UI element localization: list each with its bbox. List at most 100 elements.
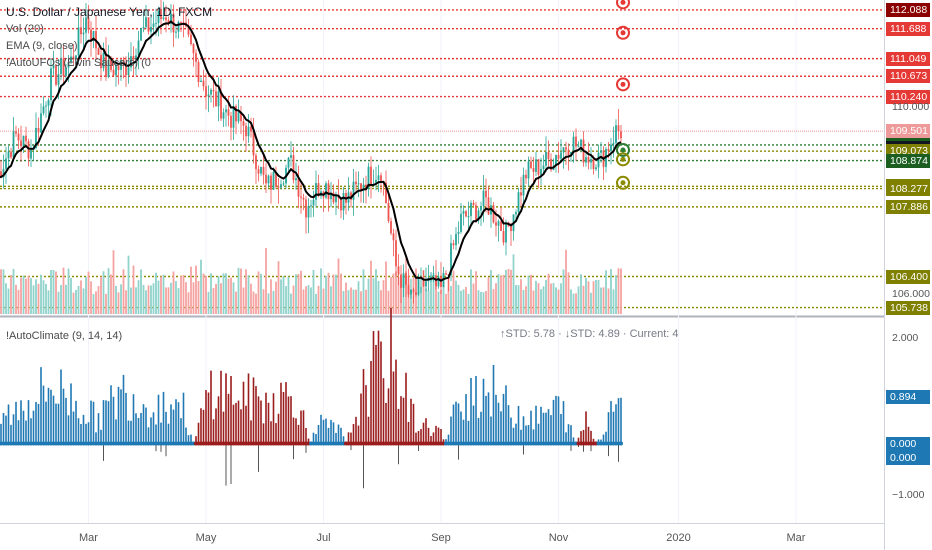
volume-bar [250, 283, 252, 314]
volume-bar [355, 289, 357, 314]
volume-bar [525, 286, 527, 314]
candle-body [287, 157, 290, 168]
volume-bar [385, 261, 387, 314]
climate-indicator-label[interactable]: !AutoClimate (9, 14, 14) [6, 330, 123, 342]
volume-bar [267, 293, 270, 314]
candle-body [530, 161, 532, 169]
candle-body [237, 112, 240, 122]
volume-bar [302, 289, 305, 314]
candle-body [417, 278, 420, 295]
volume-bar [582, 285, 585, 314]
volume-bar [305, 286, 307, 314]
volume-bar [580, 274, 582, 314]
chart-title[interactable]: U.S. Dollar / Japanese Yen, 1D, FXCM [6, 5, 213, 19]
volume-bar [240, 268, 242, 314]
volume-bar [25, 278, 27, 314]
volume-bar [140, 269, 142, 314]
volume-bar [482, 292, 485, 314]
autoufos-indicator-label[interactable]: !AutoUFOs (Elvin Saucers) (0 [6, 57, 151, 69]
volume-bar [397, 276, 400, 314]
volume-bar [87, 271, 90, 314]
volume-bar [340, 273, 342, 314]
volume-bar [197, 281, 200, 314]
candle-body [102, 52, 105, 69]
volume-bar [540, 289, 542, 314]
volume-bar [427, 290, 430, 314]
price-tag: 110.673 [886, 69, 930, 84]
candle-body [242, 121, 245, 126]
candle-body [475, 205, 477, 221]
volume-bar [222, 273, 225, 314]
candle-body [215, 91, 217, 107]
ufo-marker-core [620, 0, 626, 5]
candle-body [160, 10, 162, 20]
candle-body [35, 127, 37, 149]
volume-bar [527, 275, 530, 314]
volume-bar [175, 281, 177, 314]
candle-body [462, 211, 465, 214]
volume-bar [32, 285, 35, 314]
candle-body [547, 151, 550, 159]
candle-body [280, 184, 282, 188]
candle-body [615, 125, 617, 143]
candle-body [500, 221, 502, 231]
volume-bar [590, 292, 592, 314]
volume-bar [245, 269, 247, 314]
candle-body [405, 273, 407, 285]
volume-bar [445, 293, 447, 314]
volume-bar [297, 273, 300, 314]
candle-body [492, 205, 495, 223]
volume-bar [147, 285, 150, 314]
candle-body [572, 136, 575, 152]
volume-bar [432, 273, 435, 314]
candle-body [357, 183, 360, 185]
volume-bar [337, 258, 340, 314]
candle-body [472, 202, 475, 206]
volume-bar [70, 278, 72, 314]
volume-bar [607, 288, 610, 314]
volume-bar [345, 282, 347, 314]
volume-bar [82, 288, 85, 314]
candle-body [360, 183, 362, 190]
volume-bar [530, 274, 532, 314]
candle-body [297, 178, 300, 197]
oscillator-axis-label: 2.000 [892, 331, 919, 344]
volume-bar [77, 285, 80, 314]
ema-indicator-label[interactable]: EMA (9, close) [6, 40, 78, 52]
volume-bar [150, 285, 152, 314]
candle-body [87, 17, 90, 30]
volume-bar [495, 283, 497, 314]
candle-body [147, 17, 150, 32]
volume-bar [517, 285, 520, 314]
candle-body [480, 206, 482, 211]
candle-body [432, 275, 435, 277]
volume-bar [300, 270, 302, 314]
volume-bar [115, 285, 117, 314]
candle-body [560, 152, 562, 159]
volume-bar [292, 285, 295, 314]
candle-body [67, 61, 70, 68]
volume-bar [215, 283, 217, 314]
volume-bar [160, 276, 162, 314]
candle-body [187, 26, 190, 35]
candle-body [457, 231, 460, 234]
candle-body [607, 149, 610, 151]
candle-body [375, 179, 377, 185]
candle-body [90, 29, 92, 41]
volume-bar [172, 271, 175, 314]
volume-bar [7, 288, 10, 314]
candle-body [392, 233, 395, 241]
candle-body [117, 65, 120, 70]
volume-bar [295, 274, 297, 314]
candle-body [107, 59, 110, 78]
candle-body [177, 21, 180, 32]
candle-body [525, 174, 527, 179]
oscillator-tag: 0.000 [886, 436, 930, 451]
candle-body [367, 166, 370, 189]
volume-bar [210, 273, 212, 314]
volume-bar [567, 272, 570, 314]
volume-indicator-label[interactable]: Vol (20) [6, 23, 44, 35]
volume-bar [382, 280, 385, 314]
price-tag: 112.088 [886, 2, 930, 17]
